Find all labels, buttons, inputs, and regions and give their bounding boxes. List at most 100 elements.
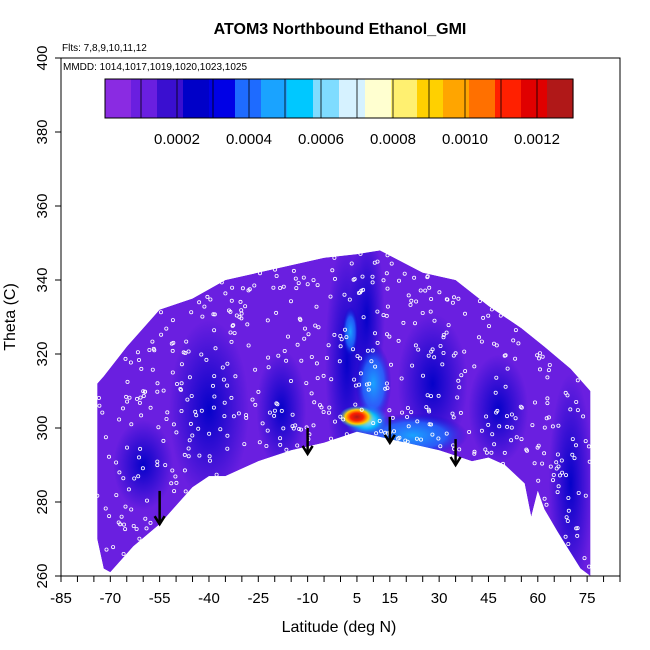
sample-point bbox=[358, 251, 363, 256]
arrow-marker bbox=[301, 428, 314, 457]
sample-point bbox=[445, 297, 450, 302]
colorbar-cell bbox=[209, 79, 236, 118]
sample-point bbox=[229, 339, 234, 344]
sample-point bbox=[384, 332, 389, 337]
sample-point bbox=[170, 318, 175, 323]
sample-point bbox=[338, 414, 343, 419]
sample-point bbox=[274, 401, 279, 406]
sample-point bbox=[385, 286, 390, 291]
sample-point bbox=[484, 414, 489, 419]
sample-point bbox=[236, 411, 241, 416]
sample-point bbox=[414, 299, 419, 304]
sample-point bbox=[210, 383, 215, 388]
sample-point bbox=[438, 343, 443, 348]
sample-point bbox=[384, 271, 389, 276]
sample-point bbox=[540, 461, 545, 466]
sample-point bbox=[551, 478, 556, 483]
sample-point bbox=[381, 278, 386, 283]
sample-point bbox=[186, 349, 191, 354]
sample-point bbox=[184, 339, 189, 344]
sample-point bbox=[158, 310, 163, 315]
sample-point bbox=[462, 311, 467, 316]
sample-point bbox=[125, 399, 130, 404]
sample-point bbox=[458, 410, 463, 415]
sample-point bbox=[155, 381, 160, 386]
y-tick-label: 340 bbox=[34, 267, 51, 292]
sample-point bbox=[568, 407, 573, 412]
y-tick-label: 300 bbox=[34, 415, 51, 440]
sample-point bbox=[472, 364, 477, 369]
sample-point bbox=[187, 375, 192, 380]
sample-point bbox=[375, 340, 380, 345]
sample-point bbox=[121, 552, 126, 557]
sample-point bbox=[326, 410, 331, 415]
sample-point bbox=[328, 436, 333, 441]
sample-point bbox=[572, 456, 577, 461]
sample-point bbox=[566, 542, 571, 547]
sample-point bbox=[100, 410, 105, 415]
sample-point bbox=[450, 300, 455, 305]
sample-point bbox=[232, 331, 237, 336]
sample-point bbox=[274, 273, 279, 278]
sample-point bbox=[317, 403, 322, 408]
sample-point bbox=[349, 261, 354, 266]
sample-point bbox=[535, 353, 540, 358]
sample-point bbox=[574, 443, 579, 448]
sample-point bbox=[214, 472, 219, 477]
sample-point bbox=[186, 454, 191, 459]
sample-point bbox=[503, 353, 508, 358]
sample-point bbox=[536, 478, 541, 483]
sample-point bbox=[139, 366, 144, 371]
sample-point bbox=[275, 402, 280, 407]
sample-point bbox=[424, 405, 429, 410]
sample-point bbox=[472, 451, 477, 456]
sample-point bbox=[218, 427, 223, 432]
sample-point bbox=[245, 322, 250, 327]
sample-point bbox=[339, 337, 344, 342]
sample-point bbox=[369, 359, 374, 364]
sample-point bbox=[451, 353, 456, 358]
sample-point bbox=[228, 330, 233, 335]
sample-point bbox=[342, 327, 347, 332]
sample-point bbox=[256, 389, 261, 394]
sample-point bbox=[260, 421, 265, 426]
sample-point bbox=[137, 536, 142, 541]
sample-point bbox=[405, 414, 410, 419]
sample-point bbox=[545, 401, 550, 406]
sample-point bbox=[530, 423, 535, 428]
sample-point bbox=[364, 382, 369, 387]
sample-point bbox=[554, 460, 559, 465]
sample-point bbox=[187, 438, 192, 443]
sample-point bbox=[183, 350, 188, 355]
sample-point bbox=[301, 275, 306, 280]
sample-point bbox=[500, 461, 505, 466]
sample-point bbox=[212, 374, 217, 379]
sample-points bbox=[95, 251, 592, 569]
sample-point bbox=[114, 460, 119, 465]
sample-point bbox=[385, 253, 390, 258]
sample-point bbox=[107, 514, 112, 519]
sample-point bbox=[495, 408, 500, 413]
sample-point bbox=[279, 408, 284, 413]
sample-point bbox=[229, 395, 234, 400]
sample-point bbox=[103, 435, 108, 440]
sample-point bbox=[415, 419, 420, 424]
colorbar-cell bbox=[443, 79, 470, 118]
sample-point bbox=[352, 377, 357, 382]
sample-point bbox=[253, 402, 258, 407]
sample-point bbox=[329, 377, 334, 382]
colorbar-cell bbox=[287, 79, 314, 118]
sample-point bbox=[240, 286, 245, 291]
sample-point bbox=[123, 356, 128, 361]
sample-point bbox=[563, 534, 568, 539]
sample-point bbox=[170, 348, 175, 353]
sample-point bbox=[150, 367, 155, 372]
sample-point bbox=[156, 425, 161, 430]
sample-point bbox=[513, 416, 518, 421]
sample-point bbox=[111, 545, 116, 550]
sample-point bbox=[107, 454, 112, 459]
x-tick-label: 75 bbox=[579, 590, 596, 607]
sample-point bbox=[179, 362, 184, 367]
sample-point bbox=[212, 394, 217, 399]
sample-point bbox=[257, 271, 262, 276]
